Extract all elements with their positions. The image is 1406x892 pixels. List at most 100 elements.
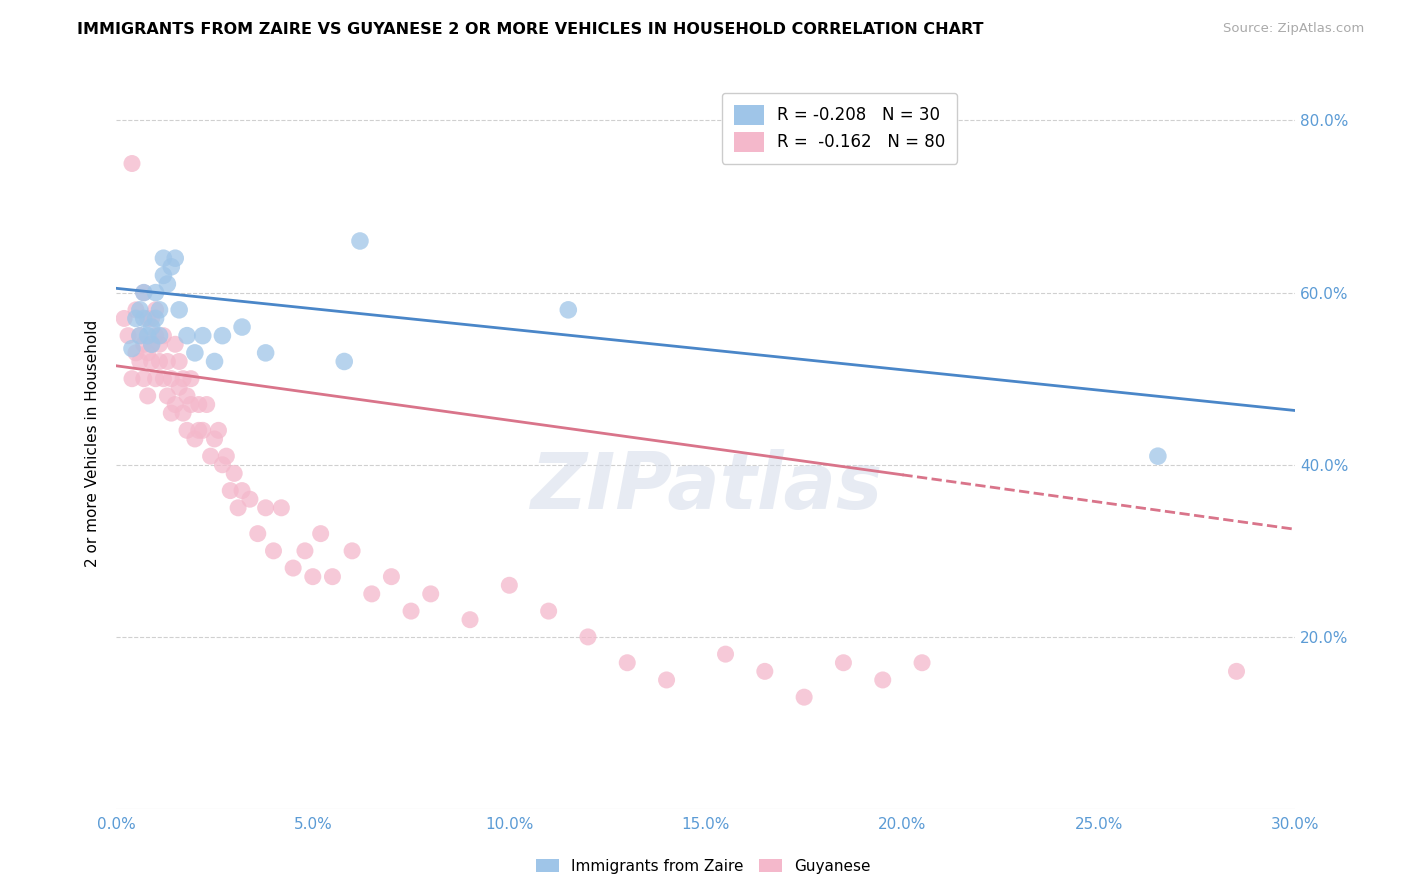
Point — [145, 285, 167, 300]
Point — [793, 690, 815, 705]
Point — [714, 647, 737, 661]
Point — [207, 423, 229, 437]
Point — [165, 397, 187, 411]
Point — [333, 354, 356, 368]
Point — [281, 561, 304, 575]
Point — [176, 423, 198, 437]
Point — [152, 372, 174, 386]
Point — [219, 483, 242, 498]
Point — [294, 544, 316, 558]
Point — [263, 544, 285, 558]
Point — [419, 587, 441, 601]
Point — [165, 251, 187, 265]
Point — [616, 656, 638, 670]
Point — [148, 337, 170, 351]
Text: Source: ZipAtlas.com: Source: ZipAtlas.com — [1223, 22, 1364, 36]
Point — [191, 328, 214, 343]
Point — [200, 449, 222, 463]
Point — [176, 328, 198, 343]
Point — [184, 346, 207, 360]
Text: IMMIGRANTS FROM ZAIRE VS GUYANESE 2 OR MORE VEHICLES IN HOUSEHOLD CORRELATION CH: IMMIGRANTS FROM ZAIRE VS GUYANESE 2 OR M… — [77, 22, 984, 37]
Point — [254, 346, 277, 360]
Point — [136, 389, 159, 403]
Point — [172, 406, 194, 420]
Point — [309, 526, 332, 541]
Point — [172, 372, 194, 386]
Point — [132, 285, 155, 300]
Point — [125, 346, 148, 360]
Point — [754, 665, 776, 679]
Point — [1147, 449, 1170, 463]
Point — [145, 302, 167, 317]
Point — [148, 328, 170, 343]
Point — [380, 569, 402, 583]
Point — [270, 500, 292, 515]
Point — [132, 285, 155, 300]
Point — [141, 337, 163, 351]
Text: ZIPatlas: ZIPatlas — [530, 450, 882, 525]
Point — [156, 389, 179, 403]
Point — [145, 311, 167, 326]
Point — [211, 458, 233, 472]
Point — [165, 337, 187, 351]
Point — [224, 467, 246, 481]
Point — [360, 587, 382, 601]
Point — [156, 354, 179, 368]
Point — [128, 354, 150, 368]
Point — [160, 372, 183, 386]
Point — [872, 673, 894, 687]
Point — [226, 500, 249, 515]
Point — [1225, 665, 1247, 679]
Point — [340, 544, 363, 558]
Legend: Immigrants from Zaire, Guyanese: Immigrants from Zaire, Guyanese — [530, 853, 876, 880]
Point — [195, 397, 218, 411]
Point — [254, 500, 277, 515]
Legend: R = -0.208   N = 30, R =  -0.162   N = 80: R = -0.208 N = 30, R = -0.162 N = 80 — [723, 93, 957, 164]
Point — [141, 320, 163, 334]
Point — [180, 397, 202, 411]
Point — [156, 277, 179, 291]
Point — [187, 423, 209, 437]
Point — [176, 389, 198, 403]
Point — [160, 406, 183, 420]
Point — [121, 156, 143, 170]
Point — [136, 311, 159, 326]
Point — [132, 311, 155, 326]
Point — [399, 604, 422, 618]
Point — [239, 492, 262, 507]
Point — [231, 320, 253, 334]
Point — [215, 449, 238, 463]
Point — [231, 483, 253, 498]
Point — [167, 354, 190, 368]
Point — [128, 302, 150, 317]
Point — [121, 372, 143, 386]
Point — [136, 328, 159, 343]
Point — [141, 337, 163, 351]
Point — [117, 328, 139, 343]
Point — [180, 372, 202, 386]
Point — [141, 311, 163, 326]
Point — [349, 234, 371, 248]
Point — [125, 302, 148, 317]
Point — [246, 526, 269, 541]
Point — [191, 423, 214, 437]
Point — [152, 251, 174, 265]
Point — [498, 578, 520, 592]
Point — [145, 372, 167, 386]
Point — [132, 372, 155, 386]
Y-axis label: 2 or more Vehicles in Household: 2 or more Vehicles in Household — [86, 319, 100, 567]
Point — [128, 328, 150, 343]
Point — [537, 604, 560, 618]
Point — [184, 432, 207, 446]
Point — [132, 337, 155, 351]
Point — [136, 346, 159, 360]
Point — [121, 342, 143, 356]
Point — [152, 268, 174, 283]
Point — [458, 613, 481, 627]
Point — [204, 432, 226, 446]
Point — [204, 354, 226, 368]
Point — [167, 380, 190, 394]
Point — [832, 656, 855, 670]
Point — [167, 302, 190, 317]
Point — [112, 311, 135, 326]
